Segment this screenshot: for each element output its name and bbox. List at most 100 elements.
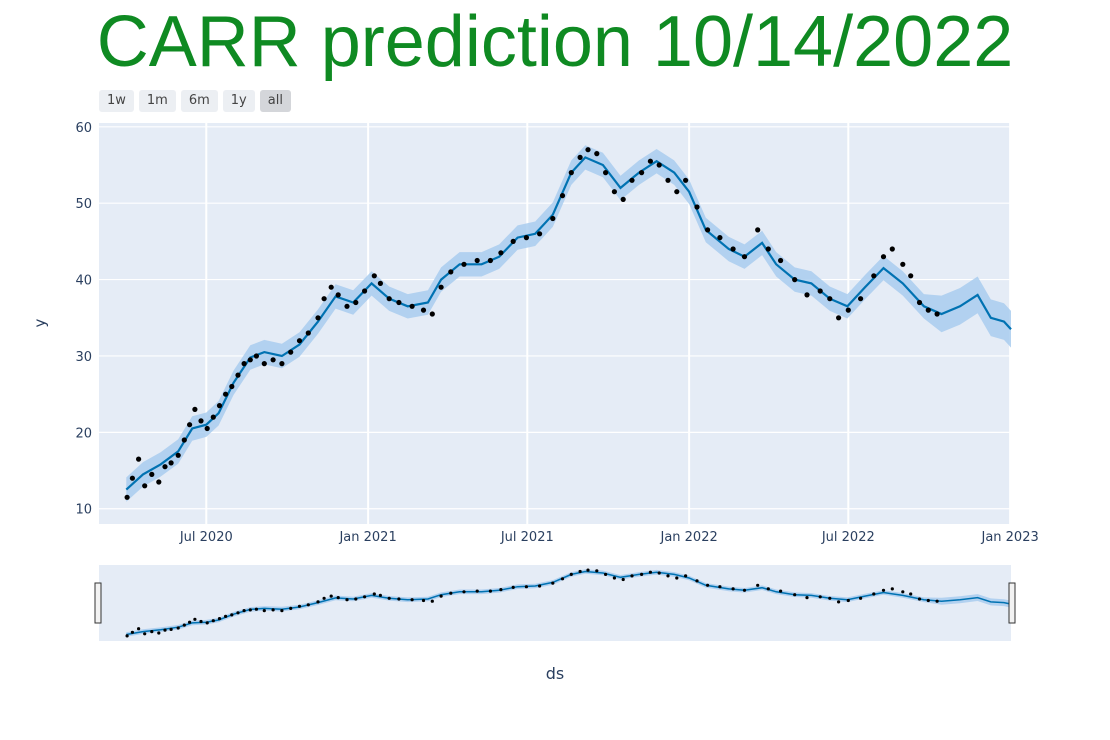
slider-actual-point bbox=[578, 569, 582, 574]
range-button-1w[interactable]: 1w bbox=[99, 90, 134, 112]
x-axis-label: ds bbox=[546, 664, 565, 683]
slider-actual-point bbox=[169, 627, 173, 632]
slider-actual-point bbox=[217, 617, 222, 621]
actual-point bbox=[817, 288, 823, 294]
slider-actual-point bbox=[289, 606, 293, 611]
range-button-1m[interactable]: 1m bbox=[138, 90, 176, 112]
actual-point bbox=[335, 292, 341, 298]
actual-point bbox=[204, 425, 210, 432]
actual-point bbox=[187, 422, 193, 428]
actual-point bbox=[694, 204, 700, 210]
slider-actual-point bbox=[439, 594, 443, 598]
actual-point bbox=[900, 261, 906, 267]
slider-actual-point bbox=[779, 589, 783, 593]
slider-actual-point bbox=[695, 579, 699, 583]
actual-point bbox=[305, 330, 311, 336]
actual-point bbox=[448, 269, 454, 275]
actual-point bbox=[639, 170, 645, 176]
slider-actual-point bbox=[205, 621, 209, 625]
slider-actual-point bbox=[236, 611, 240, 615]
actual-point bbox=[216, 403, 223, 409]
actual-point bbox=[620, 196, 626, 202]
slider-actual-point bbox=[731, 587, 735, 591]
slider-actual-point bbox=[322, 596, 326, 600]
x-axis-ticks: Jul 2020 Jan 2021 Jul 2021 Jan 2022 Jul 2022… bbox=[179, 530, 1039, 545]
actual-point bbox=[181, 437, 187, 443]
slider-actual-point bbox=[756, 583, 760, 587]
slider-actual-point bbox=[718, 585, 722, 589]
slider-actual-point bbox=[449, 591, 453, 595]
y-tick-label: 60 bbox=[75, 121, 92, 136]
actual-point bbox=[916, 299, 923, 306]
actual-point bbox=[223, 391, 229, 397]
slider-actual-point bbox=[766, 587, 770, 591]
plot-area[interactable] bbox=[99, 123, 1011, 524]
slider-actual-point bbox=[378, 593, 382, 598]
range-slider-handle-left[interactable] bbox=[94, 582, 102, 624]
actual-point bbox=[683, 177, 689, 183]
slider-actual-point bbox=[363, 595, 367, 599]
actual-point bbox=[804, 292, 810, 298]
actual-point bbox=[611, 189, 618, 195]
slider-actual-point bbox=[560, 577, 565, 581]
actual-point bbox=[175, 452, 181, 458]
slider-actual-point bbox=[818, 595, 822, 599]
slider-actual-point bbox=[630, 574, 634, 578]
slider-actual-point bbox=[254, 607, 258, 611]
x-tick-label: Jul 2021 bbox=[500, 530, 554, 545]
slider-actual-point bbox=[657, 571, 661, 575]
slider-actual-point bbox=[837, 600, 841, 604]
slider-actual-point bbox=[901, 590, 905, 594]
slider-actual-point bbox=[199, 619, 203, 624]
slider-actual-point bbox=[182, 623, 186, 627]
actual-point bbox=[377, 280, 383, 286]
actual-point bbox=[156, 479, 162, 485]
actual-point bbox=[858, 296, 864, 302]
range-slider-handle-right[interactable] bbox=[1008, 582, 1016, 624]
range-button-6m[interactable]: 6m bbox=[180, 90, 218, 112]
actual-point bbox=[603, 170, 609, 176]
slider-actual-point bbox=[242, 609, 246, 613]
slider-actual-point bbox=[890, 587, 894, 591]
slider-actual-point bbox=[499, 588, 503, 592]
slider-actual-point bbox=[475, 589, 479, 593]
slider-actual-point bbox=[538, 584, 542, 588]
actual-point bbox=[577, 154, 583, 160]
actual-point bbox=[934, 311, 940, 317]
actual-point bbox=[871, 273, 877, 279]
actual-point bbox=[438, 284, 444, 290]
slider-actual-point bbox=[604, 572, 608, 577]
slider-actual-point bbox=[157, 631, 161, 635]
range-slider[interactable] bbox=[99, 565, 1011, 641]
slider-actual-point bbox=[410, 598, 414, 602]
slider-actual-point bbox=[488, 589, 492, 593]
actual-point bbox=[674, 189, 680, 195]
actual-points bbox=[124, 147, 940, 500]
slider-actual-point bbox=[336, 596, 340, 600]
actual-point bbox=[386, 296, 392, 302]
slider-actual-point bbox=[230, 613, 234, 617]
y-tick-label: 40 bbox=[75, 274, 92, 289]
range-button-1y[interactable]: 1y bbox=[222, 90, 255, 112]
range-button-all[interactable]: all bbox=[259, 90, 291, 112]
actual-point bbox=[487, 257, 493, 264]
slider-actual-point bbox=[345, 598, 349, 602]
slider-actual-point bbox=[125, 634, 129, 638]
actual-point bbox=[396, 299, 402, 306]
actual-point bbox=[136, 456, 142, 462]
actual-point bbox=[559, 193, 566, 199]
actual-point bbox=[765, 246, 771, 252]
slider-actual-point bbox=[586, 568, 590, 572]
actual-point bbox=[198, 418, 204, 424]
slider-actual-point bbox=[569, 572, 573, 577]
actual-point bbox=[270, 357, 276, 363]
slider-actual-point bbox=[684, 574, 688, 578]
actual-point bbox=[409, 303, 415, 309]
actual-point bbox=[371, 273, 377, 279]
slider-actual-point bbox=[430, 599, 434, 603]
actual-point bbox=[550, 215, 556, 222]
range-selector: 1w 1m 6m 1y all bbox=[99, 90, 291, 112]
slider-actual-point bbox=[935, 599, 939, 603]
slider-actual-point bbox=[666, 574, 670, 578]
actual-point bbox=[129, 475, 135, 481]
